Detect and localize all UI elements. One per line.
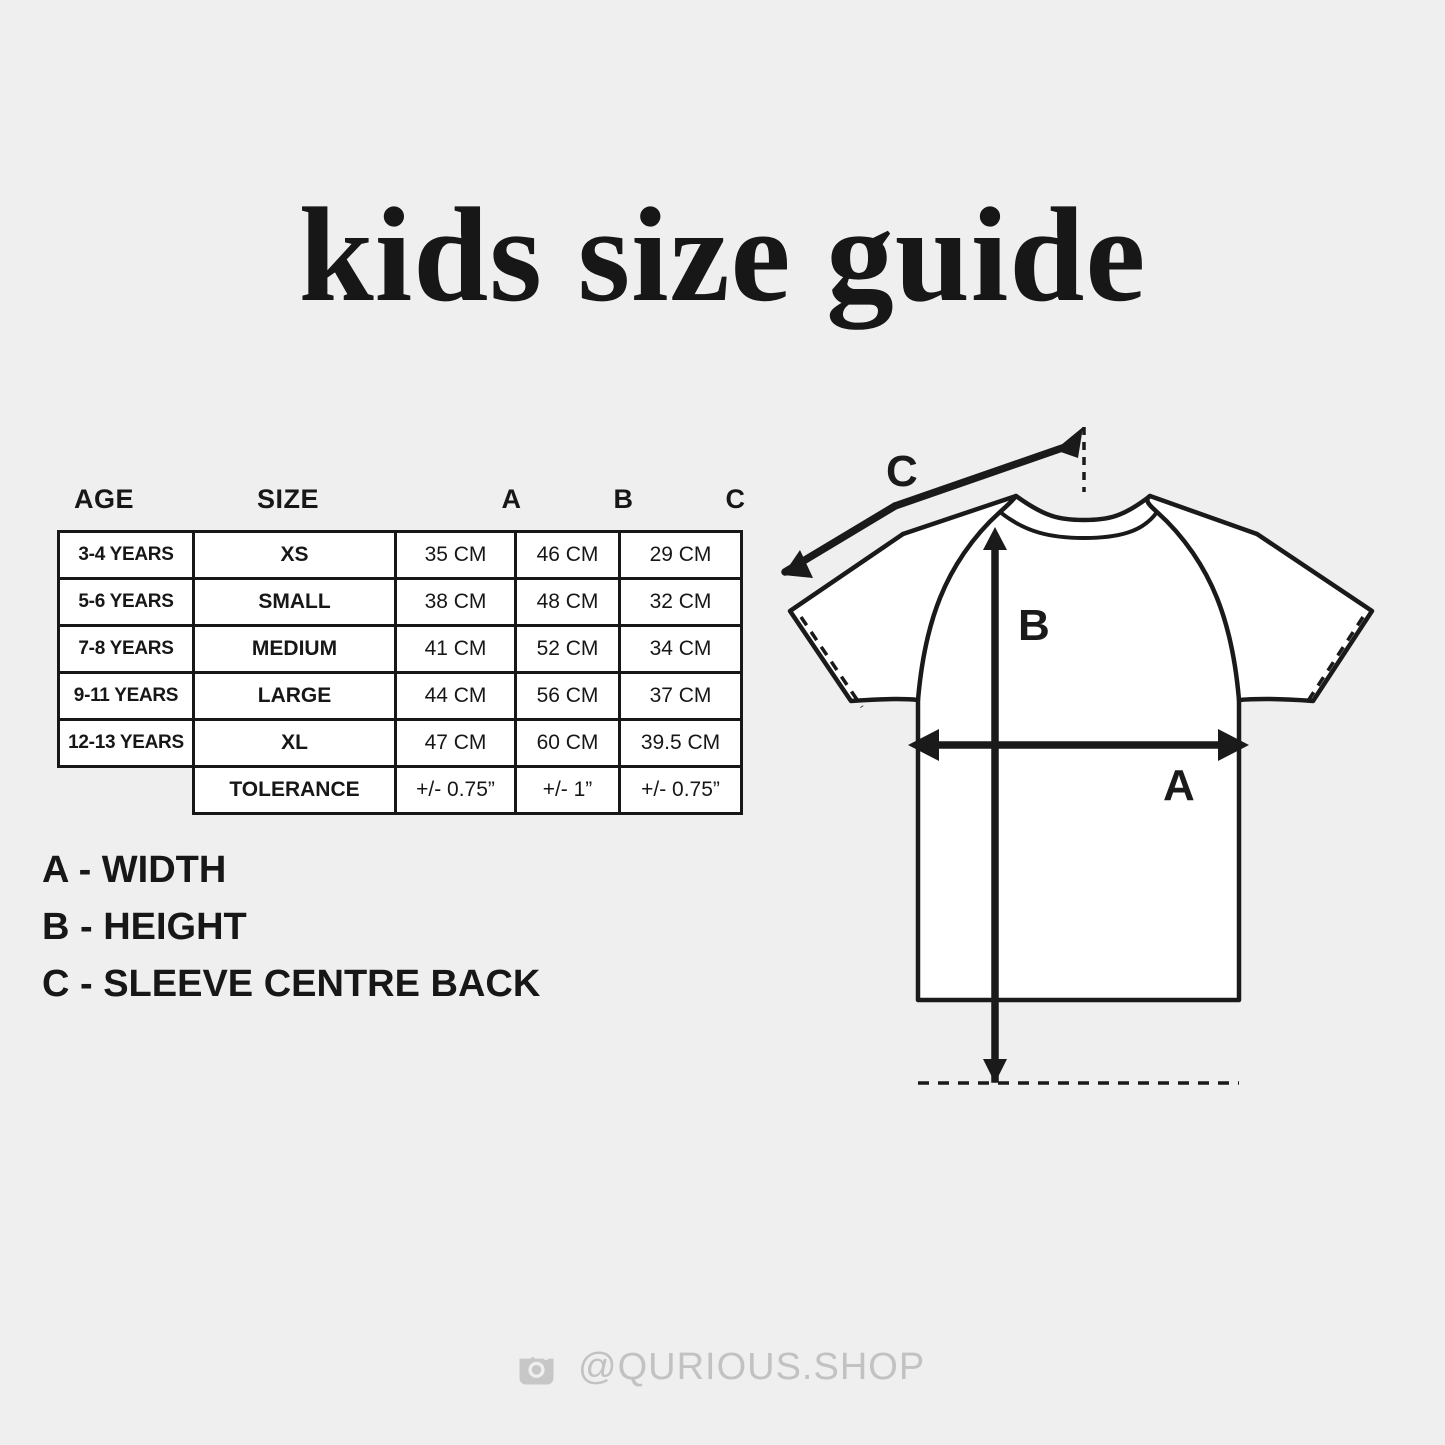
svg-text:B: B (1018, 601, 1050, 650)
svg-text:A: A (1163, 761, 1195, 810)
svg-text:C: C (886, 447, 918, 496)
